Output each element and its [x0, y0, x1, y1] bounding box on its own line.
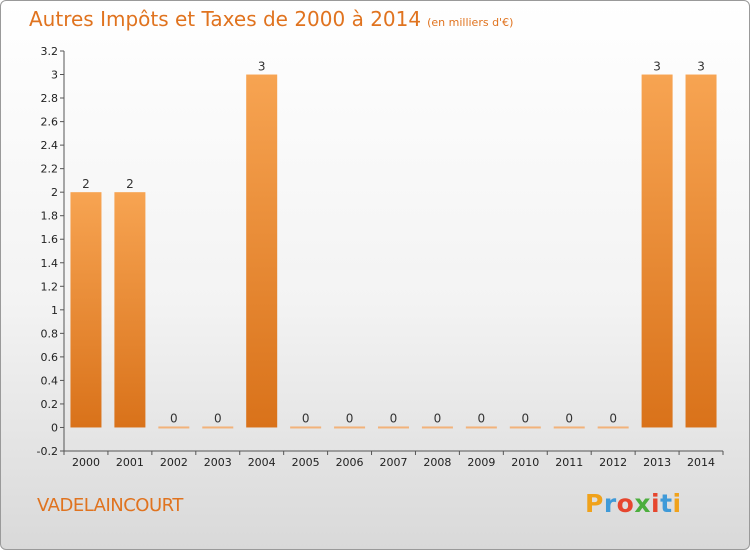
bar[interactable] [421, 426, 453, 429]
y-tick-label: 1.4 [41, 257, 59, 270]
bar[interactable] [685, 74, 717, 428]
bar[interactable] [509, 426, 541, 429]
bar-value-label: 0 [214, 411, 222, 425]
y-tick-label: 2.6 [41, 116, 59, 129]
x-tick-label: 2009 [467, 456, 495, 469]
x-tick-label: 2001 [116, 456, 144, 469]
y-tick-label: -0.2 [37, 445, 58, 458]
y-tick-label: 0.8 [41, 327, 59, 340]
y-tick-label: 2.4 [41, 139, 59, 152]
y-tick-label: 2.8 [41, 92, 59, 105]
bar[interactable] [553, 426, 585, 429]
x-tick-label: 2010 [511, 456, 539, 469]
bar[interactable] [70, 192, 102, 428]
commune-name: VADELAINCOURT [37, 495, 183, 516]
proxiti-logo[interactable]: Proxiti [585, 489, 682, 518]
y-tick-label: 1.2 [41, 280, 59, 293]
x-tick-label: 2013 [643, 456, 671, 469]
bar-value-label: 0 [521, 411, 529, 425]
x-tick-label: 2012 [599, 456, 627, 469]
bar[interactable] [334, 426, 366, 429]
logo-letter: o [616, 489, 635, 518]
x-tick-label: 2003 [204, 456, 232, 469]
chart-bars [70, 74, 717, 429]
y-tick-label: 2 [51, 186, 58, 199]
y-tick-label: 1.8 [41, 210, 59, 223]
x-tick-label: 2000 [72, 456, 100, 469]
x-tick-label: 2006 [336, 456, 364, 469]
bar-value-label: 3 [697, 60, 705, 74]
y-tick-label: 3 [51, 69, 58, 82]
bar-value-label: 0 [390, 411, 398, 425]
bar-value-label: 2 [126, 177, 134, 191]
bar-value-label: 0 [346, 411, 354, 425]
y-tick-label: 0.4 [41, 374, 59, 387]
bar-value-label: 3 [653, 60, 661, 74]
bar-value-label: 0 [170, 411, 178, 425]
x-tick-label: 2011 [555, 456, 583, 469]
chart-labels: 2 2 0 0 3 0 0 0 0 0 0 0 0 3 3 [82, 60, 705, 426]
x-tick-label: 2008 [423, 456, 451, 469]
y-tick-label: 1.6 [41, 233, 59, 246]
bar[interactable] [202, 426, 234, 429]
bar-value-label: 3 [258, 60, 266, 74]
y-tick-label: 0.6 [41, 351, 59, 364]
chart-axes: 3.2 3 2.8 2.6 2.4 2.2 2 1.8 1.6 1.4 1.2 1 0.8 0.6 0.4 0… [37, 45, 724, 469]
bar[interactable] [378, 426, 409, 429]
chart-subtitle: (en milliers d'€) [427, 16, 514, 29]
y-tick-label: 0.2 [41, 398, 59, 411]
y-tick-label: 2.2 [41, 163, 59, 176]
chart-title-text: Autres Impôts et Taxes de 2000 à 2014 [29, 7, 422, 31]
bar-value-label: 0 [609, 411, 617, 425]
bar[interactable] [246, 74, 278, 428]
bar[interactable] [290, 426, 322, 429]
bar[interactable] [114, 192, 146, 428]
bar-value-label: 0 [302, 411, 310, 425]
bar[interactable] [158, 426, 190, 429]
x-tick-label: 2005 [292, 456, 320, 469]
x-tick-label: 2002 [160, 456, 188, 469]
bar[interactable] [641, 74, 673, 428]
x-tick-label: 2007 [380, 456, 408, 469]
bar-value-label: 2 [82, 177, 90, 191]
x-tick-label: 2004 [248, 456, 276, 469]
x-tick-label: 2014 [687, 456, 715, 469]
logo-letter: r [603, 489, 617, 518]
bar[interactable] [597, 426, 629, 429]
logo-letter: i [651, 489, 661, 518]
logo-letter: i [672, 489, 682, 518]
logo-letter: t [660, 489, 673, 518]
bar-value-label: 0 [478, 411, 486, 425]
chart-title: Autres Impôts et Taxes de 2000 à 2014 (en… [29, 7, 513, 31]
bar-value-label: 0 [434, 411, 442, 425]
y-tick-label: 3.2 [41, 45, 59, 58]
logo-letter: x [634, 489, 651, 518]
y-tick-label: 1 [51, 304, 58, 317]
bar[interactable] [465, 426, 497, 429]
logo-letter: P [585, 489, 604, 518]
bar-value-label: 0 [565, 411, 573, 425]
y-tick-label: 0 [51, 421, 58, 434]
